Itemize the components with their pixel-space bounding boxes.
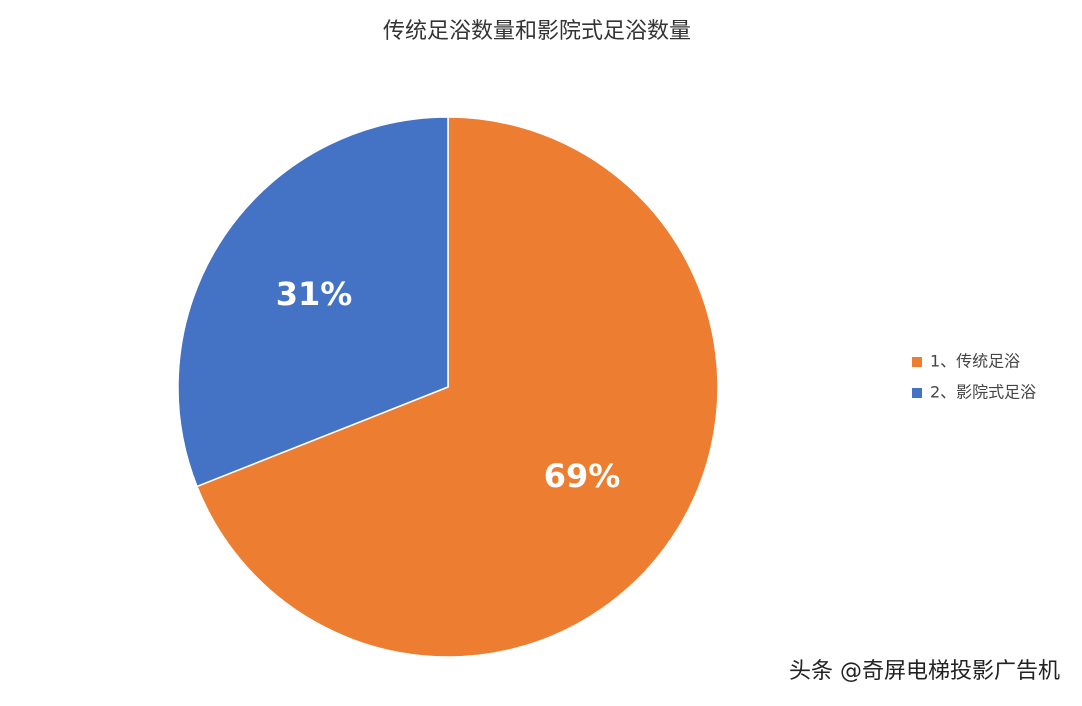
legend-label: 2、影院式足浴 [930,383,1036,402]
chart-title: 传统足浴数量和影院式足浴数量 [383,19,691,44]
value-label: 69% [544,457,621,495]
value-label: 31% [276,275,353,313]
pie-slice [195,116,719,658]
legend-swatch [912,357,922,367]
watermark: 头条 @奇屏电梯投影广告机 [789,659,1060,684]
legend-label: 1、传统足浴 [930,352,1020,371]
pie-slice [177,116,449,488]
legend-swatch [912,388,922,398]
